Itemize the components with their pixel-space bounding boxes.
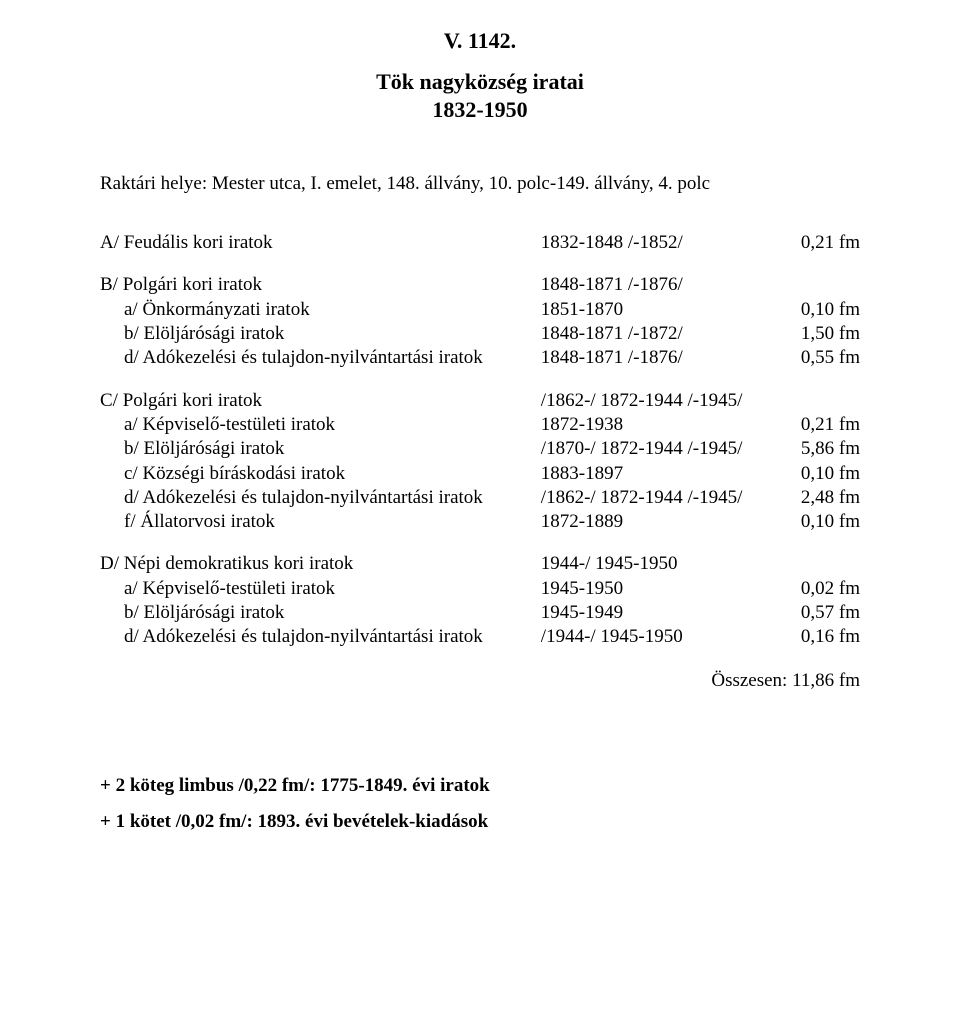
records-table: A/ Feudális kori iratok 1832-1848 /-1852… bbox=[100, 231, 860, 650]
page: V. 1142. Tök nagyközség iratai 1832-1950… bbox=[0, 0, 960, 1029]
table-row: d/ Adókezelési és tulajdon-nyilvántartás… bbox=[100, 625, 860, 649]
doc-code: V. 1142. bbox=[100, 28, 860, 54]
section-a-label: A/ Feudális kori iratok bbox=[100, 231, 541, 255]
row-range: 1945-1949 bbox=[541, 601, 769, 625]
row-size: 1,50 fm bbox=[769, 322, 860, 346]
row-label: d/ Adókezelési és tulajdon-nyilvántartás… bbox=[100, 346, 541, 370]
row-label: c/ Községi bíráskodási iratok bbox=[100, 462, 541, 486]
row-range: 1872-1938 bbox=[541, 413, 769, 437]
section-a-heading: A/ Feudális kori iratok 1832-1848 /-1852… bbox=[100, 231, 860, 255]
row-label: f/ Állatorvosi iratok bbox=[100, 510, 541, 534]
row-label: b/ Elöljárósági iratok bbox=[100, 601, 541, 625]
table-row: a/ Önkormányzati iratok 1851-1870 0,10 f… bbox=[100, 298, 860, 322]
row-label: a/ Képviselő-testületi iratok bbox=[100, 413, 541, 437]
section-c-label: C/ Polgári kori iratok bbox=[100, 389, 541, 413]
section-d-label: D/ Népi demokratikus kori iratok bbox=[100, 552, 541, 576]
note-2: + 1 kötet /0,02 fm/: 1893. évi bevételek… bbox=[100, 811, 488, 832]
footer-notes: + 2 köteg limbus /0,22 fm/: 1775-1849. é… bbox=[100, 772, 860, 837]
row-range: 1848-1871 /-1876/ bbox=[541, 346, 769, 370]
table-row: c/ Községi bíráskodási iratok 1883-1897 … bbox=[100, 462, 860, 486]
row-label: a/ Önkormányzati iratok bbox=[100, 298, 541, 322]
row-size: 0,57 fm bbox=[769, 601, 860, 625]
row-range: 1945-1950 bbox=[541, 577, 769, 601]
row-label: d/ Adókezelési és tulajdon-nyilvántartás… bbox=[100, 625, 541, 649]
title-line1: Tök nagyközség iratai bbox=[376, 69, 584, 94]
note-1: + 2 köteg limbus /0,22 fm/: 1775-1849. é… bbox=[100, 775, 490, 796]
row-range: 1848-1871 /-1872/ bbox=[541, 322, 769, 346]
doc-title: Tök nagyközség iratai 1832-1950 bbox=[100, 68, 860, 123]
table-row: b/ Elöljárósági iratok 1945-1949 0,57 fm bbox=[100, 601, 860, 625]
title-line2: 1832-1950 bbox=[432, 97, 527, 122]
table-row: a/ Képviselő-testületi iratok 1872-1938 … bbox=[100, 413, 860, 437]
row-size: 2,48 fm bbox=[769, 486, 860, 510]
row-label: b/ Elöljárósági iratok bbox=[100, 322, 541, 346]
table-row: b/ Elöljárósági iratok /1870-/ 1872-1944… bbox=[100, 437, 860, 461]
section-a-range: 1832-1848 /-1852/ bbox=[541, 231, 769, 255]
row-size: 5,86 fm bbox=[769, 437, 860, 461]
row-range: /1862-/ 1872-1944 /-1945/ bbox=[541, 486, 769, 510]
row-label: a/ Képviselő-testületi iratok bbox=[100, 577, 541, 601]
section-b-label: B/ Polgári kori iratok bbox=[100, 273, 541, 297]
row-size: 0,10 fm bbox=[769, 510, 860, 534]
section-b-range: 1848-1871 /-1876/ bbox=[541, 273, 769, 297]
table-row: f/ Állatorvosi iratok 1872-1889 0,10 fm bbox=[100, 510, 860, 534]
row-range: /1870-/ 1872-1944 /-1945/ bbox=[541, 437, 769, 461]
section-d-range: 1944-/ 1945-1950 bbox=[541, 552, 769, 576]
row-size: 0,10 fm bbox=[769, 298, 860, 322]
row-range: 1851-1870 bbox=[541, 298, 769, 322]
storage-location: Raktári helye: Mester utca, I. emelet, 1… bbox=[100, 173, 860, 195]
table-row: b/ Elöljárósági iratok 1848-1871 /-1872/… bbox=[100, 322, 860, 346]
row-range: 1872-1889 bbox=[541, 510, 769, 534]
row-size: 0,21 fm bbox=[769, 413, 860, 437]
section-c-heading: C/ Polgári kori iratok /1862-/ 1872-1944… bbox=[100, 389, 860, 413]
row-label: b/ Elöljárósági iratok bbox=[100, 437, 541, 461]
row-range: /1944-/ 1945-1950 bbox=[541, 625, 769, 649]
section-d-heading: D/ Népi demokratikus kori iratok 1944-/ … bbox=[100, 552, 860, 576]
row-label: d/ Adókezelési és tulajdon-nyilvántartás… bbox=[100, 486, 541, 510]
total-line: Összesen: 11,86 fm bbox=[100, 670, 860, 692]
row-size: 0,02 fm bbox=[769, 577, 860, 601]
row-size: 0,16 fm bbox=[769, 625, 860, 649]
section-c-range: /1862-/ 1872-1944 /-1945/ bbox=[541, 389, 769, 413]
row-range: 1883-1897 bbox=[541, 462, 769, 486]
table-row: a/ Képviselő-testületi iratok 1945-1950 … bbox=[100, 577, 860, 601]
table-row: d/ Adókezelési és tulajdon-nyilvántartás… bbox=[100, 346, 860, 370]
section-b-heading: B/ Polgári kori iratok 1848-1871 /-1876/ bbox=[100, 273, 860, 297]
row-size: 0,55 fm bbox=[769, 346, 860, 370]
section-a-size: 0,21 fm bbox=[769, 231, 860, 255]
row-size: 0,10 fm bbox=[769, 462, 860, 486]
table-row: d/ Adókezelési és tulajdon-nyilvántartás… bbox=[100, 486, 860, 510]
